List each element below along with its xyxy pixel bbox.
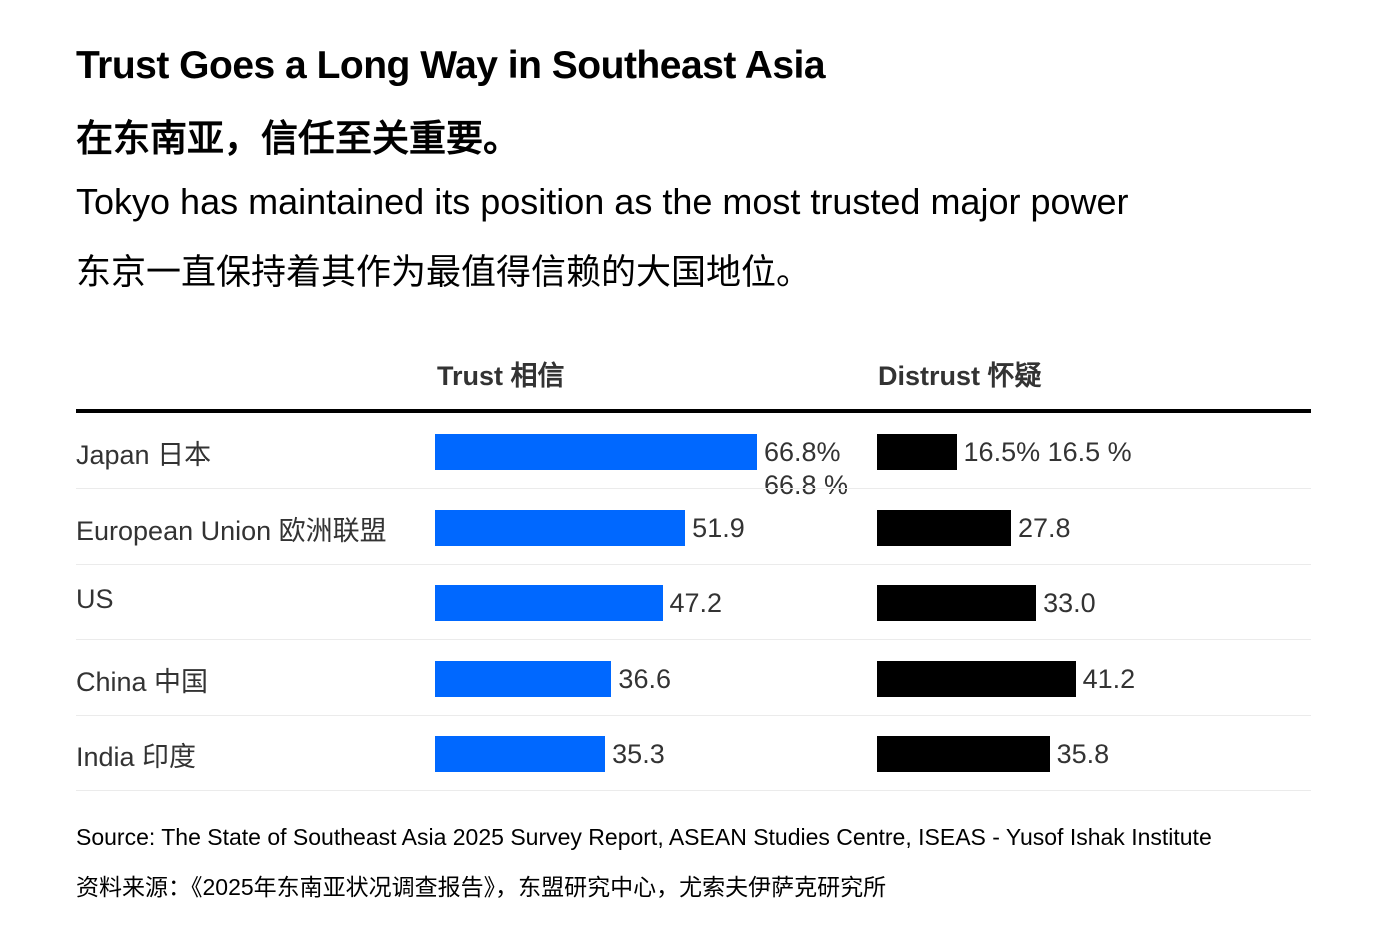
distrust-bar: [877, 661, 1076, 697]
distrust-bar: [877, 510, 1011, 546]
row-separator: [76, 790, 1311, 791]
trust-value-label: 47.2: [669, 588, 723, 618]
chart-title: Trust Goes a Long Way in Southeast Asia: [76, 44, 826, 87]
row-label: Japan 日本: [76, 440, 212, 470]
distrust-bar: [877, 434, 957, 470]
trust-value-label: 66.8%: [764, 437, 841, 467]
chart-subtitle: Tokyo has maintained its position as the…: [76, 181, 1129, 222]
trust-value-label: 36.6: [618, 664, 671, 694]
trust-bar: [435, 434, 757, 470]
row-label: US: [76, 584, 114, 614]
trust-value-label: 35.3: [612, 739, 665, 769]
trust-value-label: 51.9: [692, 513, 745, 543]
row-separator: [76, 639, 1311, 640]
chart-subtitle-zh: 东京一直保持着其作为最值得信赖的大国地位。: [76, 253, 812, 292]
trust-column-header: Trust 相信: [437, 361, 565, 391]
trust-bar: [435, 736, 606, 772]
distrust-value-label: 33.0: [1043, 588, 1096, 618]
trust-bar: [435, 585, 663, 621]
source-note-zh: 资料来源：《2025年东南亚状况调查报告》，东盟研究中心，尤索夫伊萨克研究所: [76, 874, 887, 900]
row-label: European Union 欧洲联盟: [76, 516, 387, 546]
distrust-column-header: Distrust 怀疑: [878, 361, 1042, 391]
trust-bar: [435, 661, 612, 697]
row-label: China 中国: [76, 667, 209, 697]
distrust-bar: [877, 585, 1037, 621]
distrust-value-label: 16.5% 16.5 %: [963, 437, 1132, 467]
chart-title-zh: 在东南亚，信任至关重要。: [76, 118, 520, 159]
distrust-value-label: 41.2: [1082, 664, 1136, 694]
trust-bar: [435, 510, 686, 546]
row-separator: [76, 488, 1311, 489]
distrust-value-label: 35.8: [1056, 739, 1110, 769]
distrust-bar: [877, 736, 1050, 772]
row-separator: [76, 564, 1311, 565]
source-note: Source: The State of Southeast Asia 2025…: [76, 824, 1212, 850]
distrust-value-label: 27.8: [1018, 513, 1071, 543]
trust-value-label-extra: 66.8 %: [764, 470, 849, 500]
row-label: India 印度: [76, 742, 197, 772]
header-rule: [76, 409, 1311, 413]
row-separator: [76, 715, 1311, 716]
